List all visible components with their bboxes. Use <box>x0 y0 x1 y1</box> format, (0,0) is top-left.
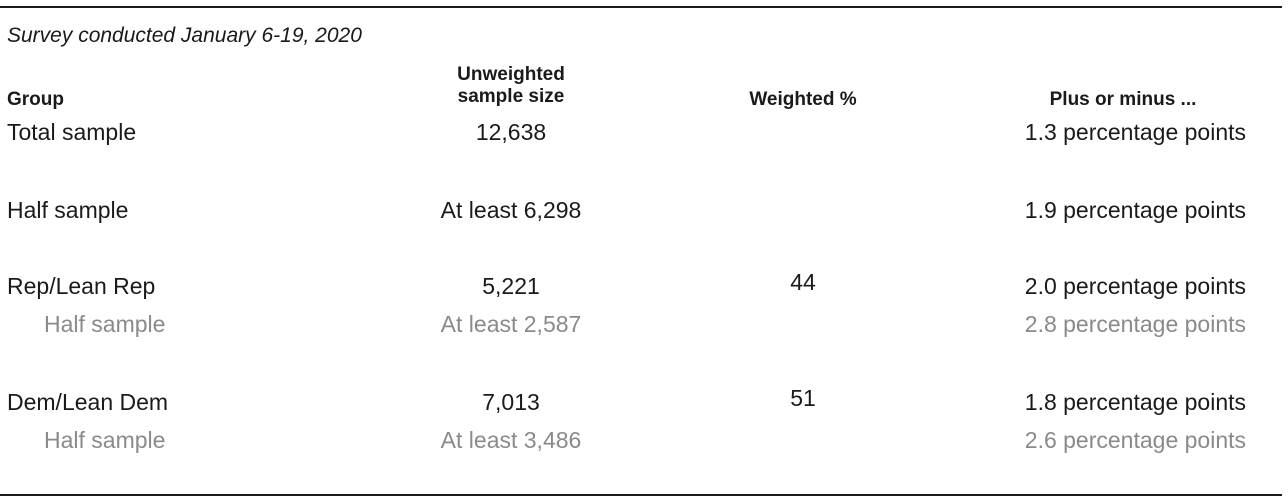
row-dem-group: Dem/Lean Dem <box>7 389 169 415</box>
row-dem-weighted: 51 <box>790 385 816 411</box>
header-sample-size: Unweighted sample size <box>411 64 611 108</box>
header-weighted: Weighted % <box>749 89 857 110</box>
row-total-group: Total sample <box>7 119 137 145</box>
row-dem-moe: 1.8 percentage points <box>1024 389 1246 415</box>
row-rep-size: 5,221 <box>482 273 540 299</box>
row-dem-size: 7,013 <box>482 389 540 415</box>
row-total-size: 12,638 <box>475 119 547 145</box>
row-rep-moe: 2.0 percentage points <box>1024 273 1246 299</box>
row-rep-half-moe: 2.8 percentage points <box>1024 311 1246 337</box>
header-group: Group <box>7 89 64 110</box>
row-total-moe: 1.3 percentage points <box>1024 119 1246 145</box>
row-rep-group: Rep/Lean Rep <box>7 273 156 299</box>
row-dem-half-moe: 2.6 percentage points <box>1024 427 1246 453</box>
row-rep-half-size: At least 2,587 <box>440 311 582 337</box>
top-rule <box>0 6 1282 8</box>
row-rep-weighted: 44 <box>790 269 816 295</box>
row-half-size: At least 6,298 <box>440 197 582 223</box>
row-rep-half-group: Half sample <box>44 311 166 337</box>
row-half-moe: 1.9 percentage points <box>1024 197 1246 223</box>
header-sample-size-line1: Unweighted <box>457 64 565 85</box>
header-moe: Plus or minus ... <box>1049 89 1197 110</box>
survey-note: Survey conducted January 6-19, 2020 <box>7 24 362 47</box>
row-dem-half-size: At least 3,486 <box>440 427 582 453</box>
bottom-rule <box>0 494 1282 496</box>
header-sample-size-line2: sample size <box>457 86 565 107</box>
row-half-group: Half sample <box>7 197 129 223</box>
row-dem-half-group: Half sample <box>44 427 166 453</box>
